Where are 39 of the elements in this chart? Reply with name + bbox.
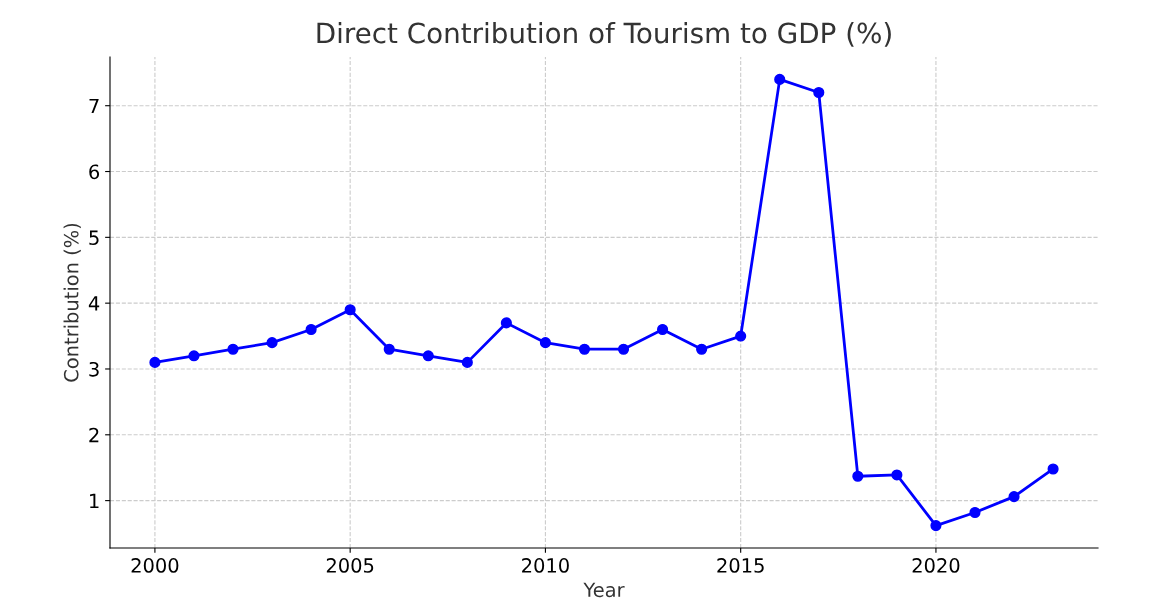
chart-title: Direct Contribution of Tourism to GDP (%) xyxy=(317,22,891,47)
x-tick-label: 2015 xyxy=(717,558,764,573)
point xyxy=(891,469,903,481)
point xyxy=(852,470,864,482)
point xyxy=(774,73,786,85)
point xyxy=(422,350,434,362)
point xyxy=(539,337,551,349)
point xyxy=(500,317,512,329)
x-axis-title: Year xyxy=(583,582,625,598)
x-tick-label: 2005 xyxy=(326,558,374,573)
point xyxy=(266,337,278,349)
y-tick-label: 1 xyxy=(90,493,99,508)
point xyxy=(383,343,395,355)
point xyxy=(696,343,708,355)
point xyxy=(1047,463,1059,475)
y-tick-label: 6 xyxy=(89,164,100,180)
point xyxy=(657,323,669,336)
y-axis-title: Contribution (%) xyxy=(63,223,81,382)
point xyxy=(188,350,200,362)
point xyxy=(813,86,825,99)
point xyxy=(461,356,473,368)
y-tick-label: 5 xyxy=(89,230,99,245)
x-tick-label: 2010 xyxy=(522,558,569,573)
point xyxy=(344,304,356,316)
point xyxy=(227,343,239,355)
y-tick-label: 2 xyxy=(89,427,99,443)
point xyxy=(149,356,161,368)
point xyxy=(578,343,591,355)
point xyxy=(1008,491,1020,503)
y-tick-label: 7 xyxy=(89,98,99,114)
point xyxy=(930,520,942,532)
point xyxy=(617,343,630,355)
x-tick-label: 2000 xyxy=(131,558,179,573)
point xyxy=(305,323,317,336)
point xyxy=(735,330,747,342)
y-tick-label: 4 xyxy=(88,296,100,311)
point xyxy=(969,506,981,519)
x-tick-label: 2020 xyxy=(912,558,960,573)
y-tick-label: 3 xyxy=(89,361,99,377)
